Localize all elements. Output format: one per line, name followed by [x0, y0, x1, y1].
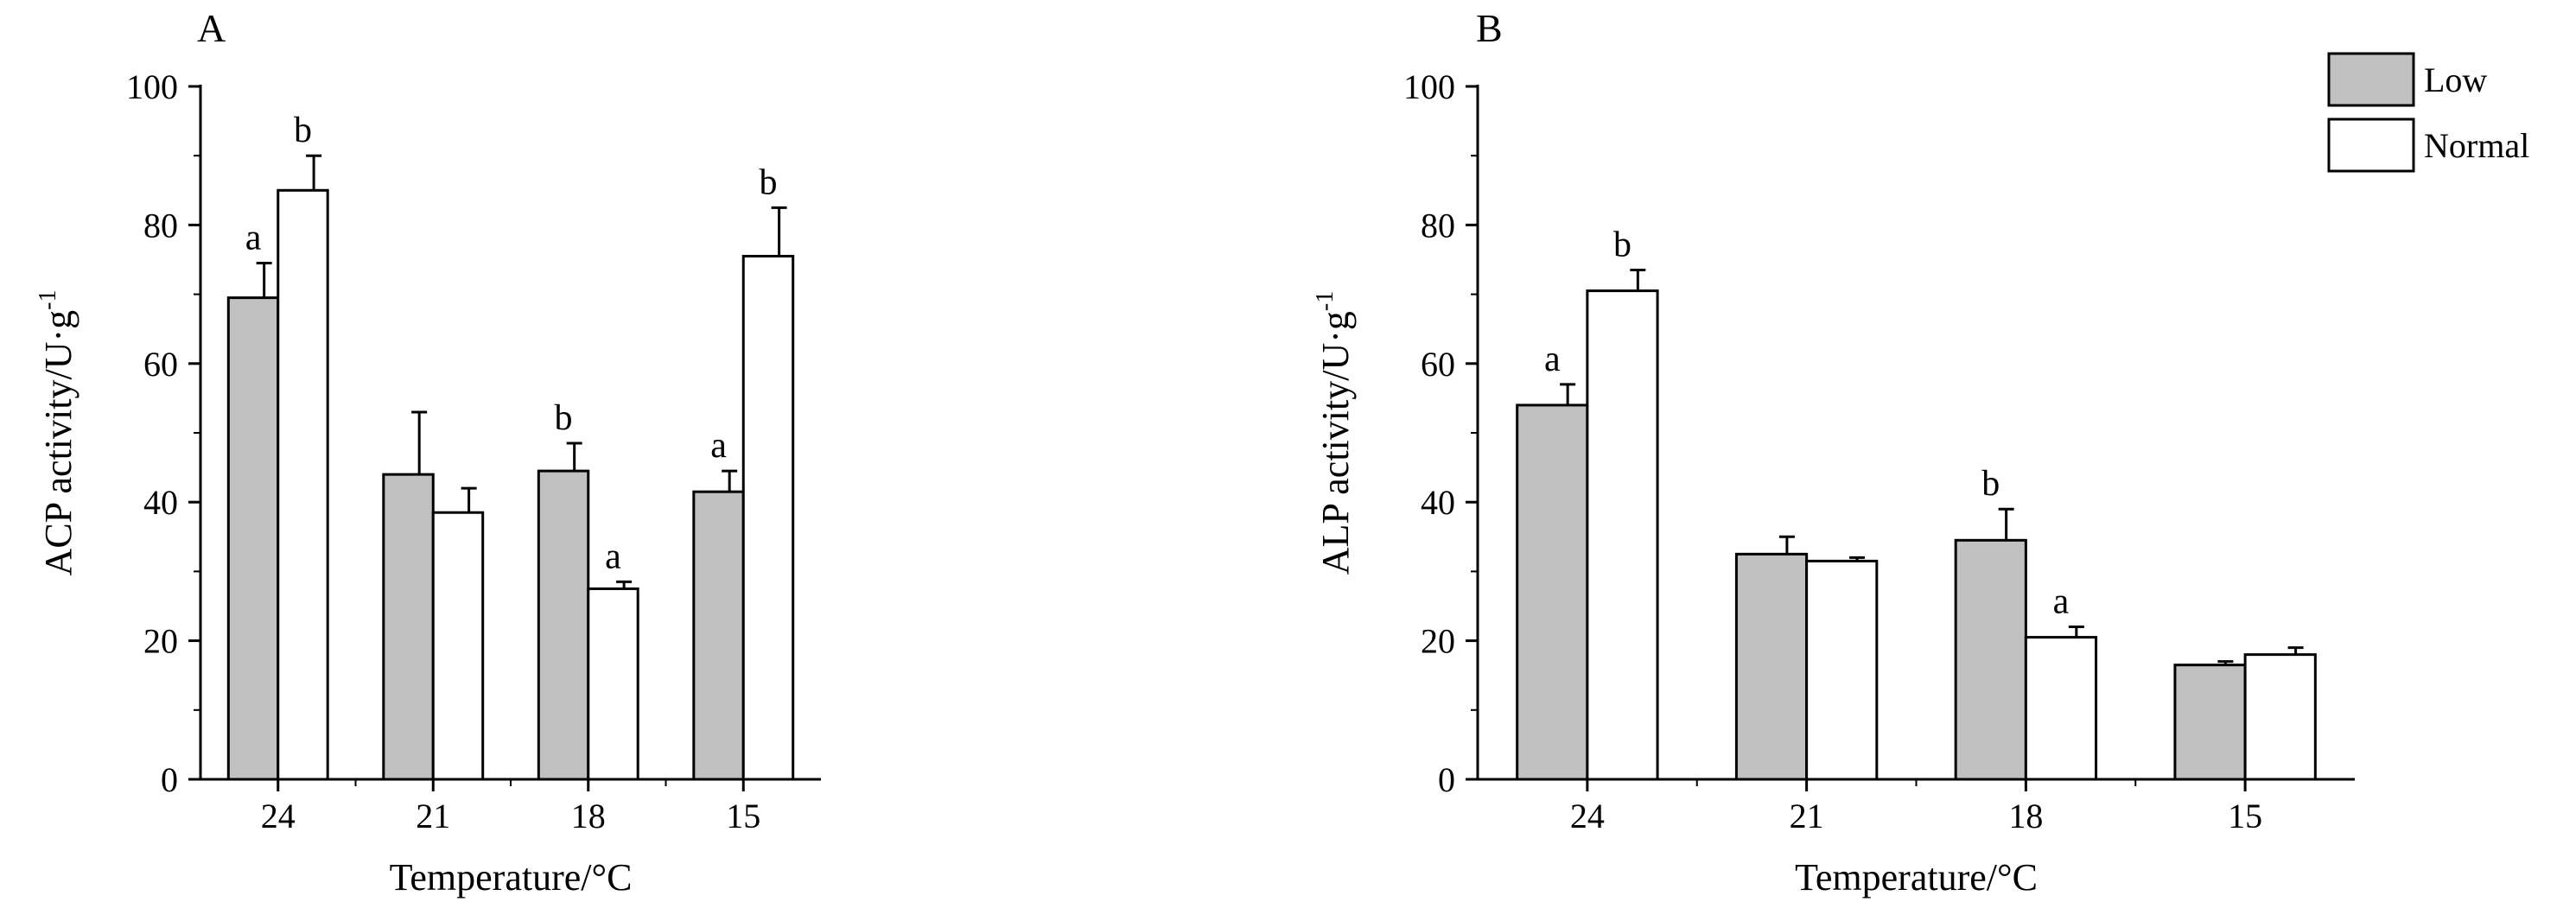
bar-low-24 [1516, 403, 1589, 781]
y-axis-title: ALP activity/U·g-1 [1312, 291, 1357, 575]
bar-normal-24 [1586, 289, 1659, 781]
legend: Low Normal [2327, 52, 2529, 173]
x-tick-label-21: 21 [416, 797, 450, 835]
x-axis-title: Temperature/°C [1795, 856, 2038, 899]
y-tick-label-40: 40 [143, 483, 178, 522]
y-axis-title-text: ALP activity/U·g [1314, 311, 1357, 575]
bar-normal-15 [741, 254, 795, 781]
x-axis-title: Temperature/°C [390, 856, 633, 899]
significance-label-low-18: b [1981, 464, 2000, 504]
significance-label-low-24: a [245, 219, 262, 258]
bar-low-21 [382, 473, 435, 781]
bar-low-18 [537, 469, 590, 781]
y-tick-label-60: 60 [143, 345, 178, 384]
x-tick-label-24: 24 [261, 797, 296, 835]
legend-label-normal: Normal [2424, 126, 2529, 165]
y-tick-label-0: 0 [1438, 760, 1455, 799]
bar-normal-24 [277, 188, 329, 781]
panel-label: B [1476, 6, 1503, 50]
significance-label-normal-24: b [1613, 225, 1631, 265]
y-tick-label-40: 40 [1421, 483, 1455, 522]
y-axis-title-text: ACP activity/U·g [37, 310, 80, 576]
y-tick-label-60: 60 [1421, 345, 1455, 384]
y-tick-label-0: 0 [161, 760, 178, 799]
y-tick-label-20: 20 [143, 622, 178, 661]
panel-label: A [197, 6, 226, 50]
bar-low-21 [1734, 552, 1809, 781]
significance-label-low-18: b [555, 398, 573, 438]
x-tick-label-21: 21 [1790, 797, 1824, 835]
significance-label-normal-24: b [294, 111, 312, 150]
bar-low-18 [1954, 538, 2027, 781]
x-tick-label-18: 18 [571, 797, 606, 835]
y-axis-title: ACP activity/U·g-1 [35, 290, 80, 576]
x-tick-label-15: 15 [2228, 797, 2262, 835]
significance-label-normal-18: a [2053, 582, 2070, 622]
x-tick-label-24: 24 [1570, 797, 1605, 835]
legend-label-low: Low [2424, 60, 2487, 99]
bar-normal-21 [1805, 559, 1879, 781]
legend-swatch-normal [2327, 118, 2415, 173]
significance-label-normal-18: a [605, 537, 621, 576]
y-tick-label-20: 20 [1421, 622, 1455, 661]
y-axis-title-superscript: -1 [1312, 291, 1339, 311]
x-tick-label-18: 18 [2008, 797, 2043, 835]
y-tick-label-100: 100 [126, 67, 178, 106]
bar-normal-21 [431, 511, 485, 781]
bar-normal-15 [2243, 653, 2317, 781]
bar-low-15 [692, 490, 745, 781]
legend-swatch-low [2327, 52, 2415, 107]
x-tick-label-15: 15 [726, 797, 760, 835]
bar-low-15 [2173, 664, 2247, 781]
y-tick-label-100: 100 [1403, 67, 1455, 106]
significance-label-low-15: a [710, 426, 727, 466]
bar-normal-18 [2024, 636, 2098, 781]
bar-low-24 [226, 296, 280, 781]
y-axis-title-superscript: -1 [35, 290, 61, 310]
panel-b: Ba b 24 21 b a 18 15 0 20 40 60 80 100 Temperature/°C A… [1312, 6, 2355, 899]
y-tick-label-80: 80 [143, 206, 178, 245]
panel-a: Aa b 24 21 b a 18 a b 15 0 20 40 60 80 100 Temperature/°… [35, 6, 821, 899]
bar-normal-18 [587, 587, 639, 781]
significance-label-normal-15: b [759, 162, 777, 202]
y-tick-label-80: 80 [1421, 206, 1455, 245]
significance-label-low-24: a [1544, 340, 1561, 379]
